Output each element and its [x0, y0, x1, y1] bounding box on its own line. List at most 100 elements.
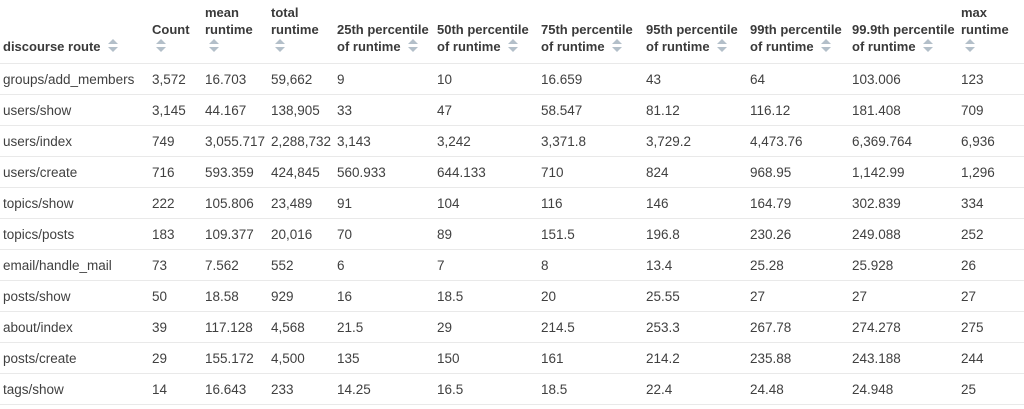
max-runtime-cell: 244	[958, 342, 1024, 374]
column-header-mean-runtime[interactable]: mean runtime	[202, 0, 268, 64]
route-cell: users/show	[0, 94, 149, 126]
count-cell: 716	[149, 156, 202, 188]
p95-cell: 3,729.2	[643, 125, 747, 157]
column-label: 99th percentile of runtime	[750, 22, 842, 54]
p25-cell: 6	[334, 249, 434, 281]
count-cell: 749	[149, 125, 202, 157]
max-runtime-cell: 27	[958, 280, 1024, 312]
sort-icon[interactable]	[821, 39, 832, 52]
table-row: posts/show 50 18.58 929 16 18.5 20 25.55…	[0, 280, 1024, 312]
p999-cell: 274.278	[849, 311, 958, 343]
p25-cell: 21.5	[334, 311, 434, 343]
p50-cell: 3,242	[434, 125, 538, 157]
max-runtime-cell: 275	[958, 311, 1024, 343]
column-header-p99-runtime[interactable]: 99th percentile of runtime	[747, 0, 849, 64]
column-header-max-runtime[interactable]: max runtime	[958, 0, 1024, 64]
table-row: groups/add_members 3,572 16.703 59,662 9…	[0, 63, 1024, 95]
p25-cell: 70	[334, 218, 434, 250]
p999-cell: 243.188	[849, 342, 958, 374]
p25-cell: 135	[334, 342, 434, 374]
p75-cell: 161	[538, 342, 643, 374]
route-cell: posts/show	[0, 280, 149, 312]
route-cell: email/handle_mail	[0, 249, 149, 281]
p99-cell: 968.95	[747, 156, 849, 188]
sort-icon[interactable]	[408, 39, 419, 52]
p999-cell: 6,369.764	[849, 125, 958, 157]
p50-cell: 18.5	[434, 280, 538, 312]
p75-cell: 710	[538, 156, 643, 188]
sort-icon[interactable]	[156, 39, 166, 52]
sort-icon[interactable]	[508, 39, 519, 52]
column-label: 25th percentile of runtime	[337, 22, 429, 54]
p75-cell: 18.5	[538, 373, 643, 405]
sort-icon[interactable]	[108, 39, 119, 52]
p99-cell: 230.26	[747, 218, 849, 250]
p95-cell: 824	[643, 156, 747, 188]
p99-cell: 25.28	[747, 249, 849, 281]
max-runtime-cell: 1,296	[958, 156, 1024, 188]
sort-icon[interactable]	[965, 39, 975, 52]
total-runtime-cell: 929	[268, 280, 334, 312]
mean-runtime-cell: 105.806	[202, 187, 268, 219]
column-label: 50th percentile of runtime	[437, 22, 529, 54]
mean-runtime-cell: 593.359	[202, 156, 268, 188]
p75-cell: 16.659	[538, 63, 643, 95]
p95-cell: 196.8	[643, 218, 747, 250]
total-runtime-cell: 23,489	[268, 187, 334, 219]
table-row: users/show 3,145 44.167 138,905 33 47 58…	[0, 94, 1024, 126]
p95-cell: 253.3	[643, 311, 747, 343]
column-header-total-runtime[interactable]: total runtime	[268, 0, 334, 64]
p95-cell: 43	[643, 63, 747, 95]
p50-cell: 89	[434, 218, 538, 250]
column-header-discourse-route[interactable]: discourse route	[0, 0, 149, 64]
total-runtime-cell: 4,568	[268, 311, 334, 343]
column-header-p25-runtime[interactable]: 25th percentile of runtime	[334, 0, 434, 64]
sort-icon[interactable]	[612, 39, 623, 52]
table-row: tags/show 14 16.643 233 14.25 16.5 18.5 …	[0, 373, 1024, 405]
column-header-p999-runtime[interactable]: 99.9th percentile of runtime	[849, 0, 958, 64]
column-header-count[interactable]: Count	[149, 0, 202, 64]
p95-cell: 13.4	[643, 249, 747, 281]
sort-icon[interactable]	[209, 39, 219, 52]
column-label: discourse route	[3, 39, 101, 54]
total-runtime-cell: 59,662	[268, 63, 334, 95]
route-cell: posts/create	[0, 342, 149, 374]
p95-cell: 22.4	[643, 373, 747, 405]
sort-icon[interactable]	[923, 39, 934, 52]
route-cell: users/index	[0, 125, 149, 157]
p999-cell: 181.408	[849, 94, 958, 126]
column-header-p50-runtime[interactable]: 50th percentile of runtime	[434, 0, 538, 64]
sort-icon[interactable]	[717, 39, 728, 52]
count-cell: 14	[149, 373, 202, 405]
mean-runtime-cell: 18.58	[202, 280, 268, 312]
column-label: 99.9th percentile of runtime	[852, 22, 955, 54]
table-row: about/index 39 117.128 4,568 21.5 29 214…	[0, 311, 1024, 343]
mean-runtime-cell: 109.377	[202, 218, 268, 250]
max-runtime-cell: 123	[958, 63, 1024, 95]
route-cell: groups/add_members	[0, 63, 149, 95]
column-header-p95-runtime[interactable]: 95th percentile of runtime	[643, 0, 747, 64]
route-cell: tags/show	[0, 373, 149, 405]
p999-cell: 103.006	[849, 63, 958, 95]
sort-icon[interactable]	[275, 39, 285, 52]
p25-cell: 16	[334, 280, 434, 312]
p25-cell: 14.25	[334, 373, 434, 405]
p99-cell: 4,473.76	[747, 125, 849, 157]
column-header-p75-runtime[interactable]: 75th percentile of runtime	[538, 0, 643, 64]
p75-cell: 214.5	[538, 311, 643, 343]
column-label: 95th percentile of runtime	[646, 22, 738, 54]
total-runtime-cell: 552	[268, 249, 334, 281]
mean-runtime-cell: 16.643	[202, 373, 268, 405]
mean-runtime-cell: 7.562	[202, 249, 268, 281]
p999-cell: 249.088	[849, 218, 958, 250]
mean-runtime-cell: 155.172	[202, 342, 268, 374]
p50-cell: 644.133	[434, 156, 538, 188]
p25-cell: 560.933	[334, 156, 434, 188]
table-row: users/create 716 593.359 424,845 560.933…	[0, 156, 1024, 188]
p95-cell: 25.55	[643, 280, 747, 312]
p75-cell: 151.5	[538, 218, 643, 250]
p999-cell: 25.928	[849, 249, 958, 281]
p25-cell: 3,143	[334, 125, 434, 157]
table-row: topics/show 222 105.806 23,489 91 104 11…	[0, 187, 1024, 219]
